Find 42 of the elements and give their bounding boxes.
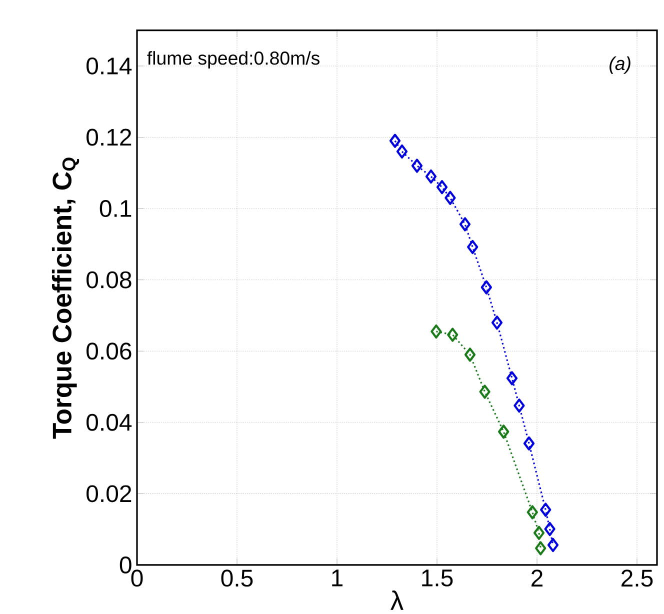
- y-tick-label: 0.08: [86, 271, 132, 288]
- point: [547, 538, 559, 552]
- point: [540, 502, 552, 517]
- point: [506, 371, 518, 386]
- point: [467, 240, 478, 254]
- x-axis-title: λ: [390, 590, 404, 610]
- point: [523, 436, 535, 451]
- point: [533, 526, 545, 540]
- point: [544, 522, 556, 536]
- y-tick-label: 0: [120, 556, 132, 574]
- y-tick-label: 0.14: [86, 57, 132, 74]
- y-tick-label: 0.02: [86, 485, 132, 502]
- y-axis-title: Torque Coefficient, C$_{Q}$: [52, 158, 80, 439]
- point: [464, 348, 476, 362]
- point: [491, 316, 503, 330]
- y-tick-label: 0.1: [100, 200, 132, 218]
- point: [425, 169, 437, 184]
- point: [535, 541, 546, 556]
- x-tick-label: 2: [532, 570, 542, 586]
- y-tick-label: 0.12: [86, 128, 132, 146]
- point: [459, 217, 471, 232]
- point: [436, 180, 448, 194]
- point: [411, 158, 423, 173]
- point: [389, 134, 401, 148]
- x-tick-label: 0.5: [221, 570, 253, 587]
- point: [396, 144, 408, 159]
- x-tick-label: 1.5: [422, 570, 453, 586]
- annotation: flume speed:0.80m/s: [147, 51, 320, 68]
- point: [447, 328, 458, 342]
- point: [480, 280, 492, 294]
- y-tick-label: 0.06: [86, 342, 132, 360]
- x-tick-label: 2.5: [622, 570, 653, 587]
- y-tick-label: 0.04: [86, 414, 132, 431]
- point: [514, 398, 525, 413]
- point: [479, 384, 490, 399]
- x-tick-label: 1: [332, 570, 342, 586]
- annotation: (a): [610, 56, 630, 74]
- point: [498, 424, 510, 439]
- point: [430, 324, 442, 339]
- point: [444, 190, 456, 205]
- point: [526, 505, 538, 520]
- x-tick-label: 0: [131, 570, 143, 587]
